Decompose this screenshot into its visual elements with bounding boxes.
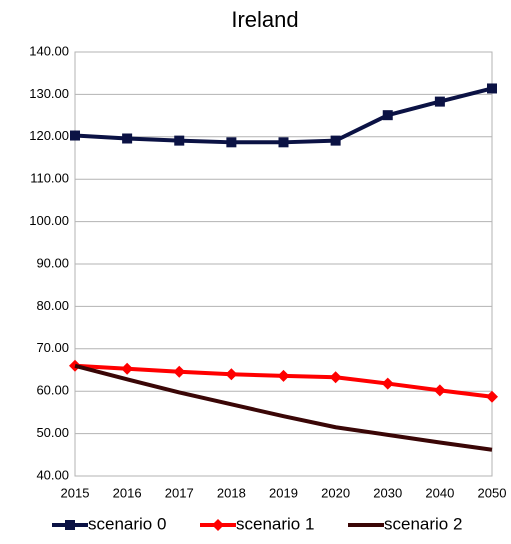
- marker: [226, 137, 237, 148]
- y-tick-label: 120.00: [29, 128, 69, 143]
- legend-label: scenario 2: [384, 514, 462, 533]
- x-tick-label: 2040: [425, 485, 454, 500]
- marker: [225, 368, 238, 381]
- y-tick-label: 100.00: [29, 213, 69, 228]
- marker: [381, 377, 394, 390]
- marker: [173, 365, 186, 378]
- marker: [277, 369, 290, 382]
- marker: [330, 135, 341, 146]
- y-tick-label: 60.00: [36, 383, 69, 398]
- y-tick-label: 110.00: [30, 171, 69, 186]
- marker: [122, 133, 133, 144]
- x-tick-label: 2016: [113, 485, 142, 500]
- y-tick-label: 130.00: [29, 86, 69, 101]
- y-tick-label: 80.00: [36, 298, 69, 313]
- legend-marker: [65, 520, 75, 530]
- series-line: [74, 86, 493, 145]
- x-tick-label: 2030: [373, 485, 402, 500]
- marker: [487, 83, 497, 94]
- marker: [174, 135, 185, 146]
- marker: [433, 384, 446, 397]
- marker: [121, 362, 134, 375]
- legend-label: scenario 0: [88, 514, 166, 533]
- legend-marker: [212, 519, 224, 531]
- marker: [329, 371, 342, 384]
- x-tick-label: 2015: [61, 485, 90, 500]
- y-tick-label: 70.00: [36, 340, 69, 355]
- marker: [278, 137, 289, 148]
- marker: [434, 96, 445, 107]
- series-line: [74, 363, 493, 452]
- marker: [70, 130, 80, 141]
- chart-title: Ireland: [231, 7, 298, 32]
- legend-label: scenario 1: [236, 514, 314, 533]
- x-tick-label: 2020: [321, 485, 350, 500]
- y-tick-label: 90.00: [36, 255, 69, 270]
- y-tick-label: 140.00: [29, 43, 69, 58]
- y-tick-label: 50.00: [36, 425, 69, 440]
- x-tick-label: 2019: [269, 485, 298, 500]
- x-tick-label: 2018: [217, 485, 246, 500]
- marker: [382, 110, 393, 121]
- y-tick-label: 40.00: [36, 467, 69, 482]
- x-tick-label: 2050: [478, 485, 507, 500]
- x-tick-label: 2017: [165, 485, 194, 500]
- marker: [486, 390, 498, 403]
